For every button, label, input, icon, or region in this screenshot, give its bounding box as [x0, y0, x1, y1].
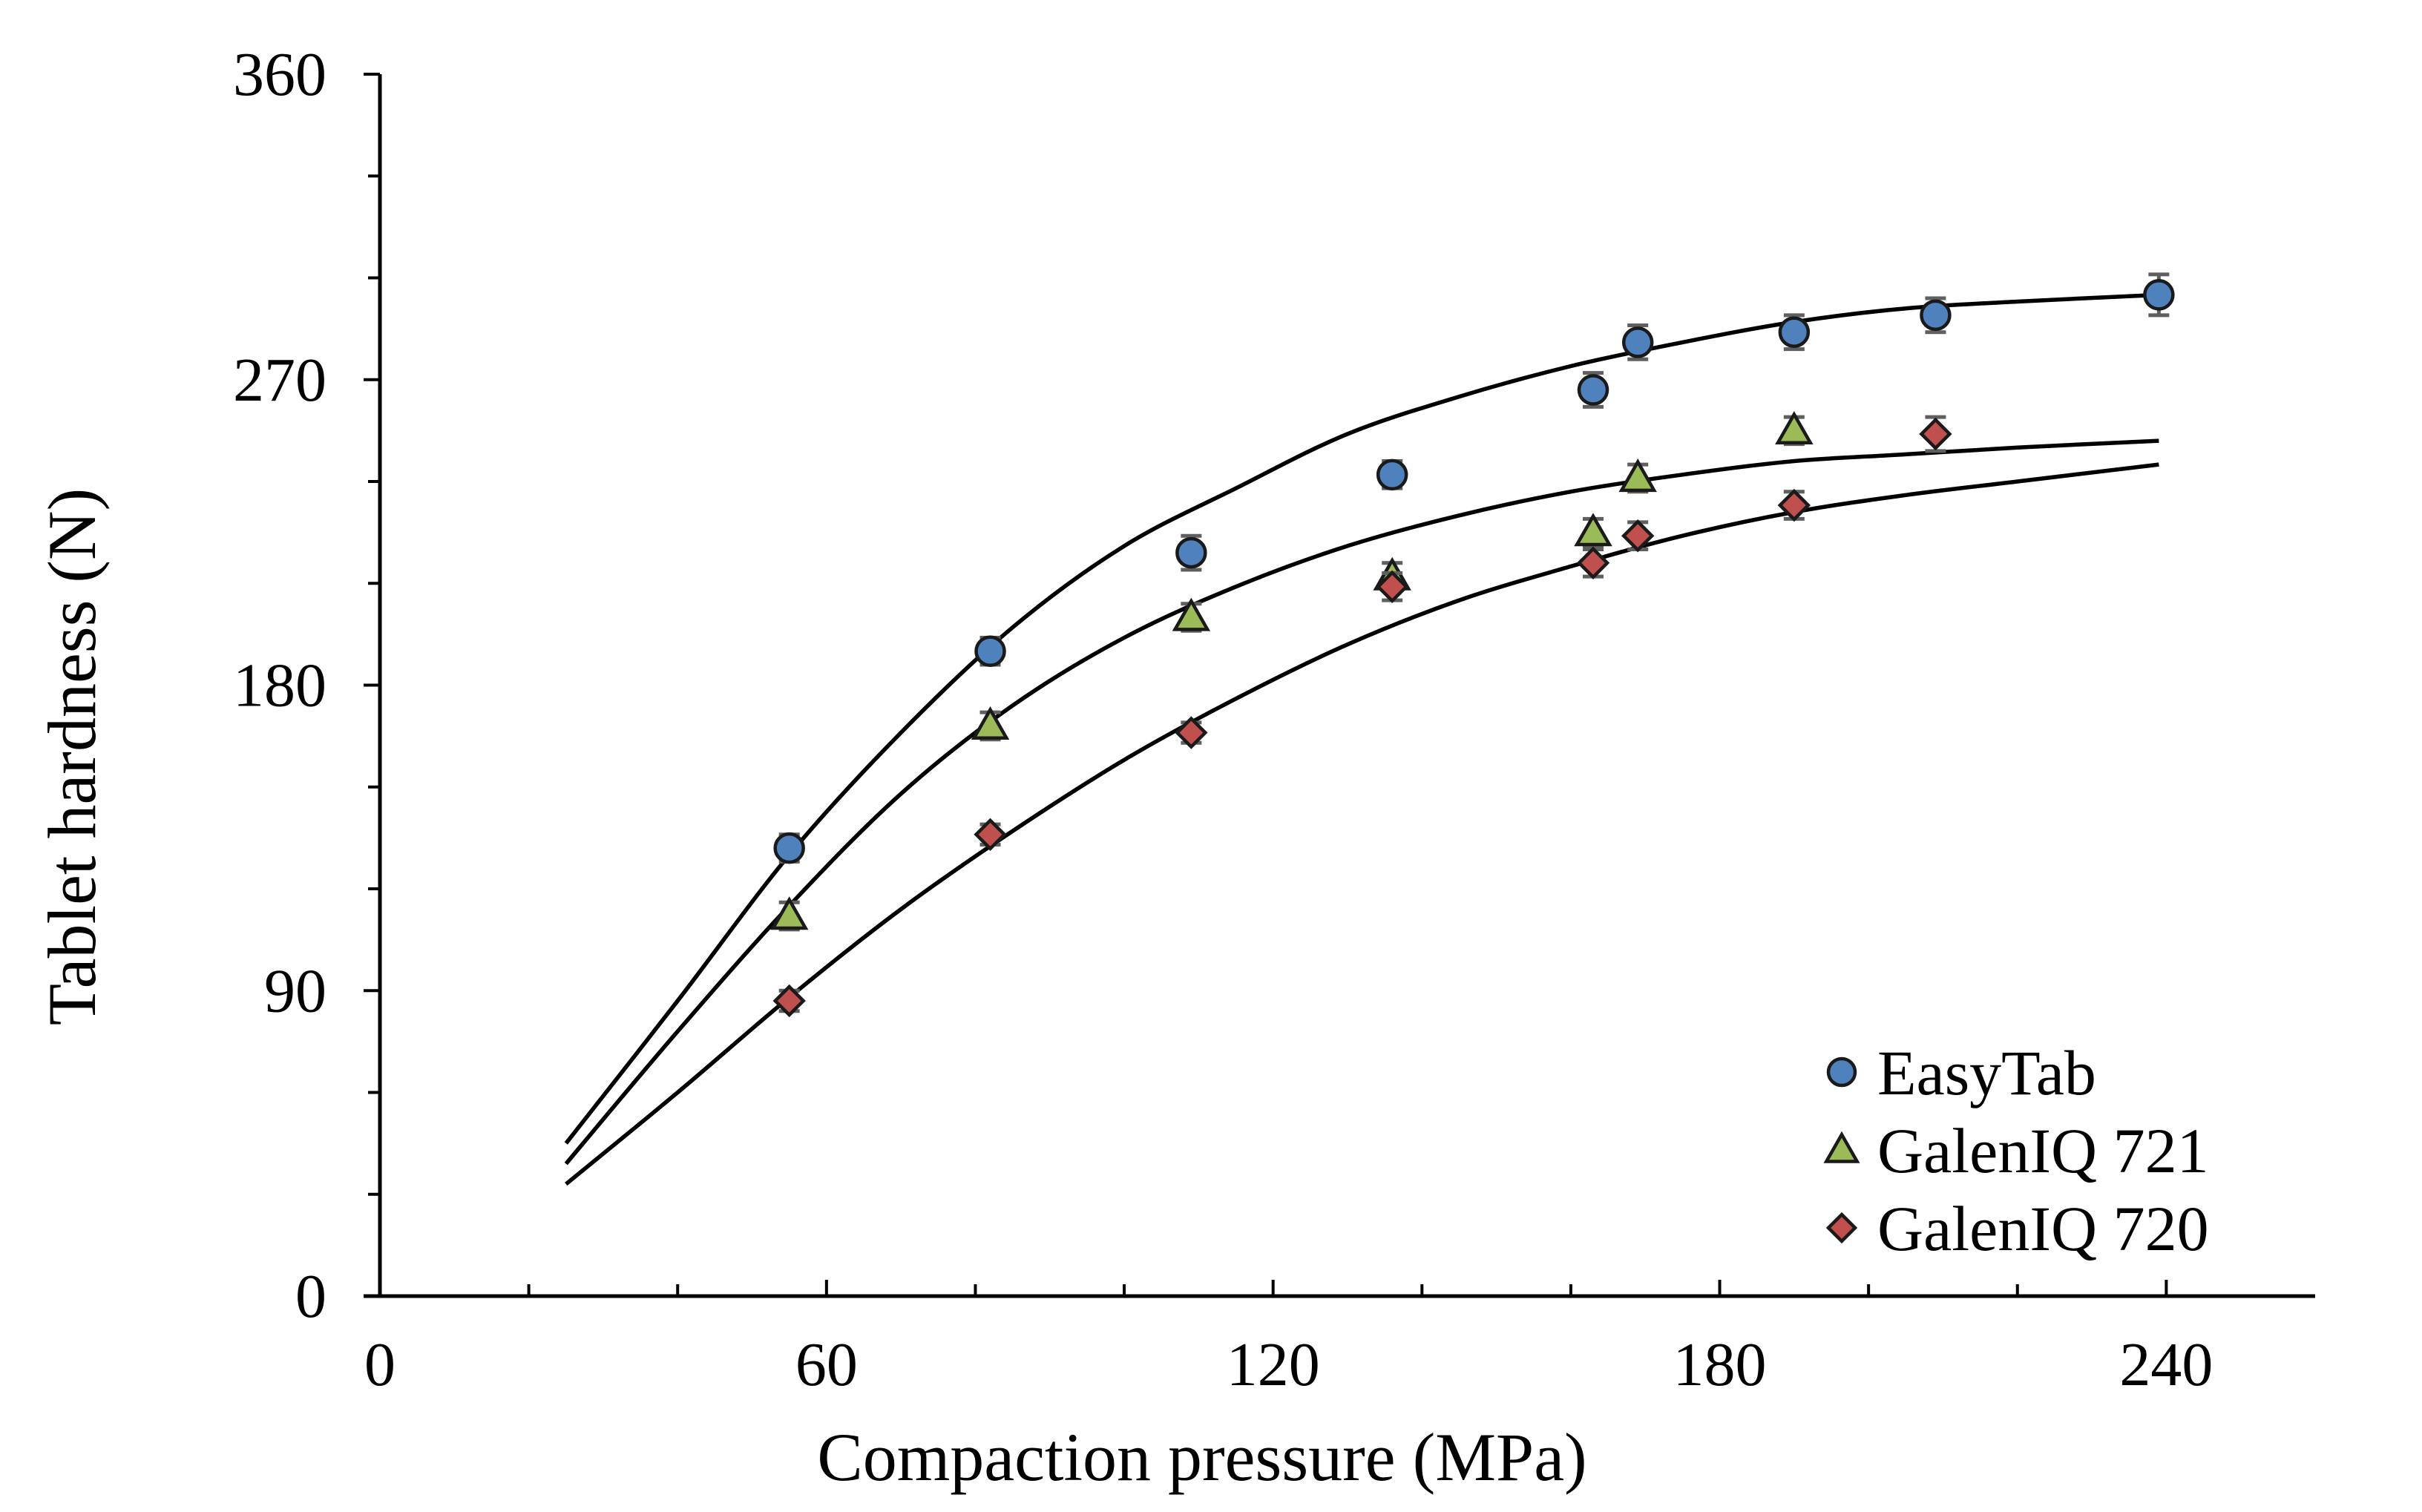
point-easytab [1577, 374, 1609, 406]
y-tick-label: 360 [233, 40, 326, 109]
x-tick-labels: 0 60 120 180 240 [364, 1330, 2213, 1399]
point-galeniq-721 [769, 896, 809, 930]
y-axis-title: Tablet hardness (N) [34, 488, 110, 1025]
x-axis-title: Compaction pressure (MPa) [817, 1419, 1586, 1495]
legend-label: GalenIQ 721 [1877, 1115, 2209, 1186]
y-tick-label: 0 [295, 1262, 326, 1331]
point-galeniq-720 [1576, 546, 1610, 579]
point-easytab [1778, 316, 1811, 348]
legend-marker-galeniq-721 [1823, 1131, 1860, 1163]
y-tick-labels: 0 90 180 270 360 [233, 40, 326, 1331]
point-galeniq-720 [772, 984, 806, 1018]
point-galeniq-720 [1919, 417, 1952, 451]
point-easytab [1920, 299, 1952, 332]
point-galeniq-720 [1175, 716, 1208, 749]
fit-line-galeniq-720 [565, 462, 2159, 1186]
y-tick-label: 270 [233, 346, 326, 415]
point-galeniq-721 [1172, 597, 1211, 631]
point-galeniq-721 [1775, 410, 1814, 445]
x-tick-label: 60 [795, 1330, 858, 1399]
point-galeniq-721 [1574, 513, 1612, 547]
point-galeniq-720 [974, 818, 1007, 851]
point-galeniq-721 [1618, 458, 1657, 493]
y-tick-label: 180 [233, 651, 326, 720]
legend-label: GalenIQ 720 [1877, 1193, 2209, 1264]
axis-ticks [364, 73, 2168, 1298]
legend-label: EasyTab [1877, 1037, 2096, 1108]
legend-marker-galeniq-720 [1825, 1212, 1858, 1244]
x-tick-label: 180 [1673, 1330, 1767, 1399]
point-easytab [1175, 536, 1207, 569]
x-tick-label: 240 [2119, 1330, 2213, 1399]
legend-marker-easytab [1826, 1056, 1857, 1088]
fit-line-easytab [564, 292, 2159, 1145]
point-galeniq-720 [1621, 519, 1655, 553]
x-tick-label: 0 [364, 1330, 396, 1399]
y-tick-label: 90 [264, 956, 326, 1025]
point-galeniq-720 [1376, 570, 1409, 604]
point-easytab [974, 635, 1006, 667]
point-easytab [2143, 279, 2175, 311]
point-galeniq-721 [971, 706, 1010, 740]
point-easytab [773, 832, 805, 864]
point-galeniq-720 [1777, 488, 1811, 522]
point-easytab [1621, 326, 1654, 358]
x-tick-label: 120 [1227, 1330, 1320, 1399]
data-points [769, 272, 2175, 1018]
point-easytab [1376, 458, 1408, 491]
